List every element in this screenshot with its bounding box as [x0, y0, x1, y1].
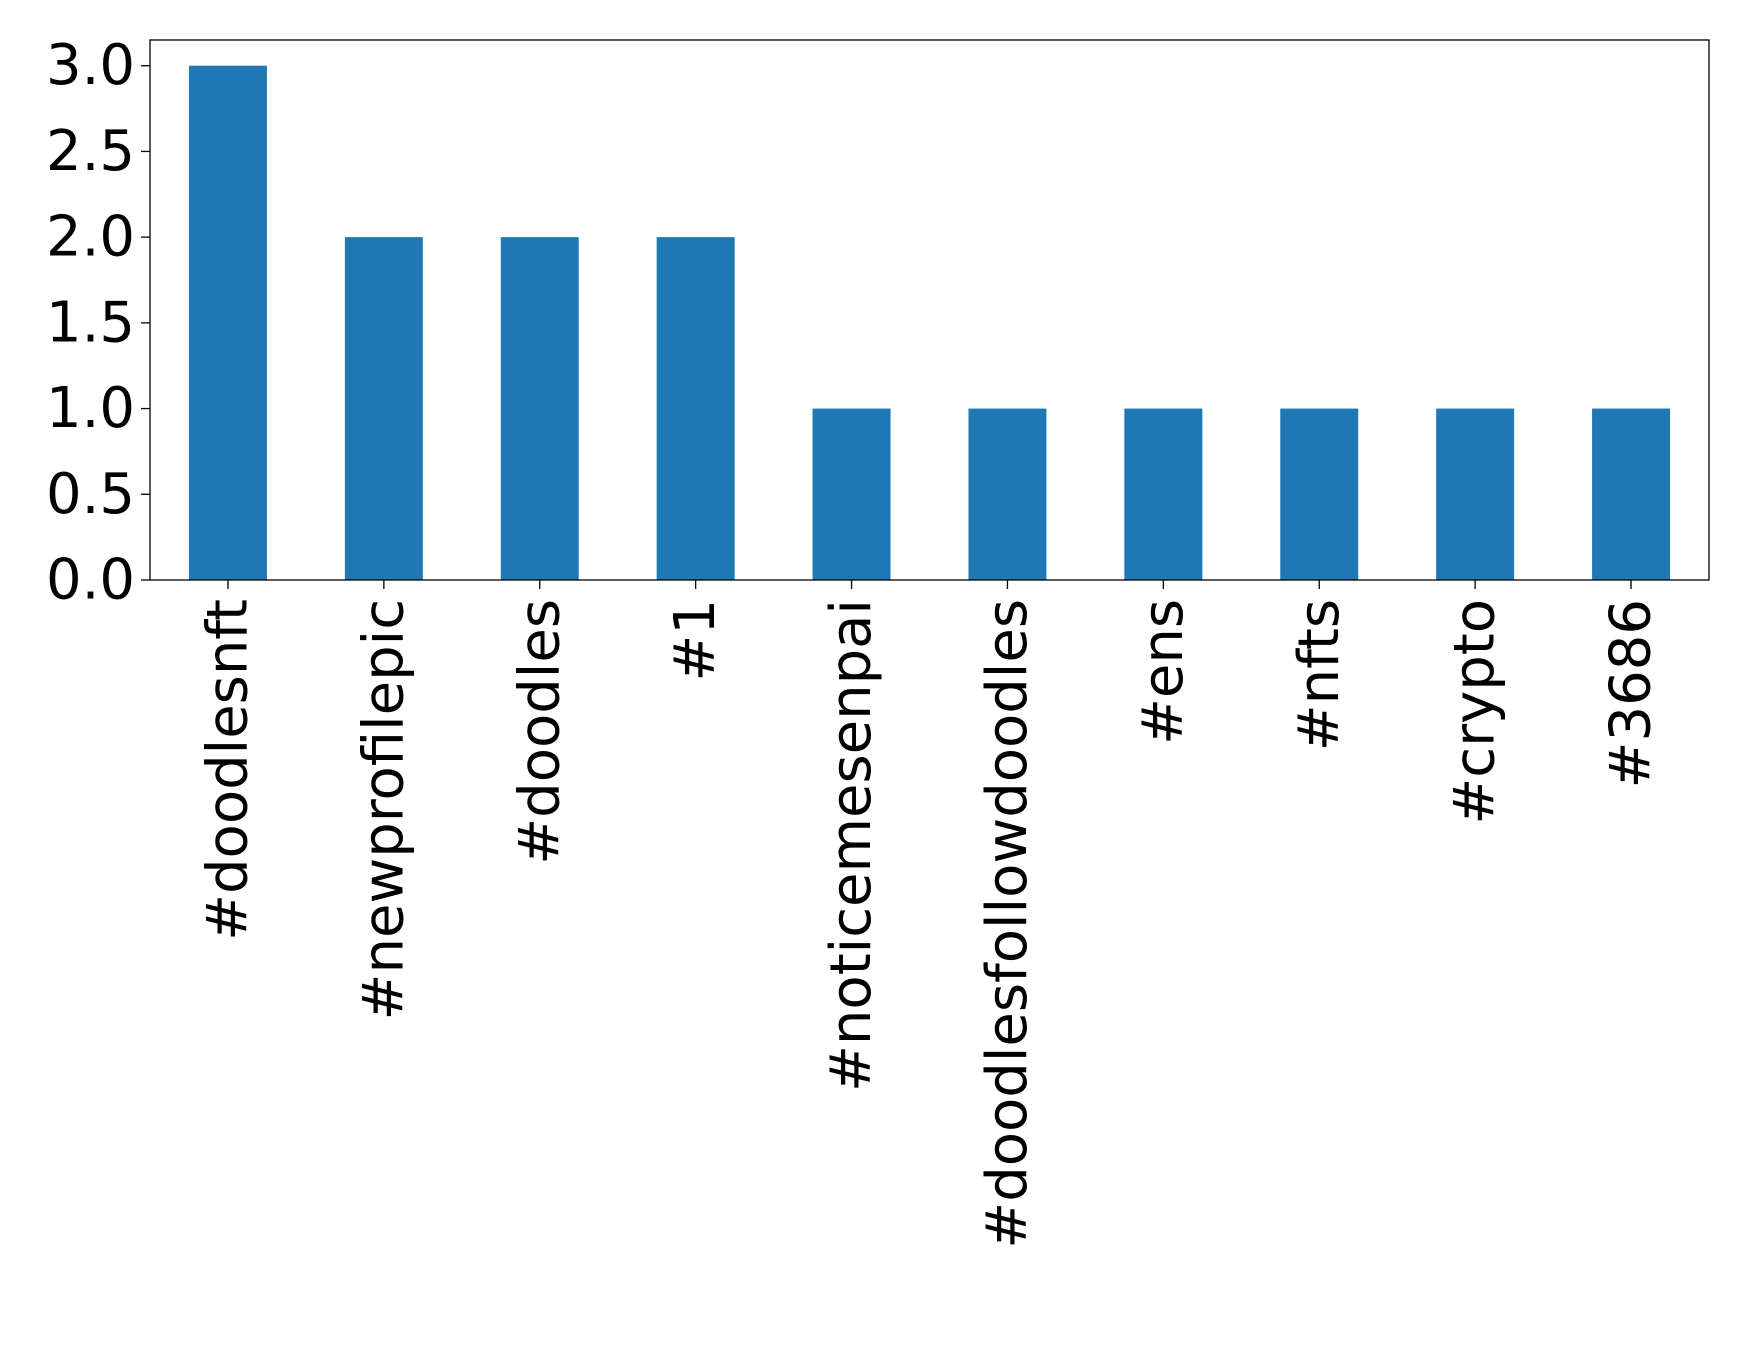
y-tick-label: 0.5 [46, 462, 135, 527]
plot-frame [149, 39, 1710, 581]
y-tick-label: 2.0 [46, 205, 135, 270]
x-tick-label: #noticemesenpai [819, 599, 884, 1092]
bar-noticemesenpai [812, 408, 891, 580]
x-tick-label: #doodlesfollowdoodles [975, 599, 1040, 1249]
x-tick-label: #doodles [507, 599, 572, 865]
y-tick-label: 1.0 [46, 376, 135, 441]
x-tick-label: #1 [663, 599, 728, 682]
bars-layer [188, 65, 1671, 580]
bar-nfts [1280, 408, 1359, 580]
x-tick-label: #nfts [1287, 599, 1352, 751]
x-tick-label: #doodlesnft [195, 599, 260, 941]
y-tick-label: 2.5 [46, 119, 135, 184]
y-tick-label: 1.5 [46, 290, 135, 355]
bar-1 [656, 237, 735, 580]
x-tick-label: #ens [1131, 599, 1196, 745]
bar-newprofilepic [344, 237, 423, 580]
bar-doodlesfollowdoodles [968, 408, 1047, 580]
x-tick-label: #3686 [1599, 599, 1664, 788]
bar-ens [1124, 408, 1203, 580]
x-tick-label: #newprofilepic [351, 599, 416, 1020]
bar-3686 [1592, 408, 1671, 580]
y-tick-label: 3.0 [46, 33, 135, 98]
bar-doodles [500, 237, 579, 580]
bar-crypto [1436, 408, 1515, 580]
bar-doodlesnft [188, 65, 267, 580]
x-tick-label: #crypto [1443, 599, 1508, 825]
y-tick-label: 0.0 [46, 548, 135, 613]
ticks-layer: #doodlesnft #newprofilepic #doodles #1 #noti… [46, 33, 1664, 1248]
